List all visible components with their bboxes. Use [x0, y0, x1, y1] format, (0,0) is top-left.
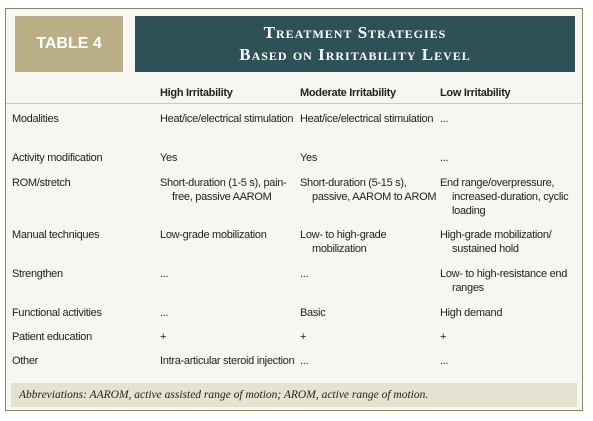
table-cell: + — [160, 331, 167, 343]
table-cell: + — [440, 331, 447, 343]
table-row: Functional activities... Basic High demand — [6, 306, 582, 330]
header-row: High Irritability Moderate Irritability Lo… — [6, 81, 582, 104]
table-cell: Heat/ice/electrical stimulation — [300, 113, 434, 125]
column-header: Low Irritability — [440, 87, 511, 99]
table-cell: Short-duration (1-5 s), pain-free, passi… — [160, 177, 287, 203]
table-cell: ... — [440, 355, 449, 367]
table-row: Manual techniques Low-grade mobilization L… — [6, 228, 582, 267]
table-cell: Low- to high-resistance end ranges — [440, 268, 568, 294]
table-cell: High-grade mobilization/ sustained hold — [440, 229, 552, 255]
table-body: High Irritability Moderate Irritability Lo… — [6, 81, 582, 382]
table-cell: ... — [160, 268, 169, 280]
table-cell: Low- to high-grade mobilization — [300, 229, 387, 255]
table-title: Treatment Strategies Based on Irritabili… — [135, 16, 575, 72]
table-cell: Heat/ice/electrical stimulation — [160, 113, 294, 125]
table-cell: Short-duration (5-15 s), passive, AAROM … — [300, 177, 437, 203]
row-label: Modalities — [12, 113, 59, 125]
row-label: Other — [12, 355, 39, 367]
table-cell: ... — [160, 307, 169, 319]
table-row: Modalities Heat/ice/electrical stimulatio… — [6, 112, 582, 151]
table-cell: ... — [300, 268, 309, 280]
table-row: Activity modification Yes Yes... — [6, 151, 582, 176]
column-header: Moderate Irritability — [300, 87, 396, 99]
table-cell: Low-grade mobilization — [160, 229, 267, 241]
table-row: Strengthen...... Low- to high-resistance … — [6, 267, 582, 306]
row-label: Functional activities — [12, 307, 102, 319]
table-cell: ... — [440, 152, 449, 164]
table-cell: Yes — [160, 152, 178, 164]
row-label: Strengthen — [12, 268, 63, 280]
table-cell: End range/overpressure, increased-durati… — [440, 177, 569, 217]
footnote: Abbreviations: AAROM, active assisted ra… — [11, 383, 577, 407]
title-line: Treatment Strategies — [263, 23, 447, 42]
table-cell: Yes — [300, 152, 318, 164]
table-cell: Intra-articular steroid injection — [160, 355, 295, 367]
table-label: TABLE 4 — [15, 16, 123, 72]
table-cell: High demand — [440, 307, 503, 319]
table-row: Patient education + + + — [6, 330, 582, 354]
row-label: Patient education — [12, 331, 92, 343]
title-line: Based on Irritability Level — [239, 45, 471, 64]
row-label: Manual techniques — [12, 229, 100, 241]
table-cell: Basic — [300, 307, 326, 319]
table-row: ROM/stretch Short-duration (1-5 s), pain-… — [6, 176, 582, 228]
table-cell: ... — [300, 355, 309, 367]
table-frame: TABLE 4 Treatment Strategies Based on Ir… — [5, 8, 583, 411]
table-cell: + — [300, 331, 307, 343]
table-cell: ... — [440, 113, 449, 125]
row-label: ROM/stretch — [12, 177, 71, 189]
column-header: High Irritability — [160, 87, 233, 99]
table-row: Other Intra-articular steroid injection..… — [6, 354, 582, 382]
row-label: Activity modification — [12, 152, 103, 164]
